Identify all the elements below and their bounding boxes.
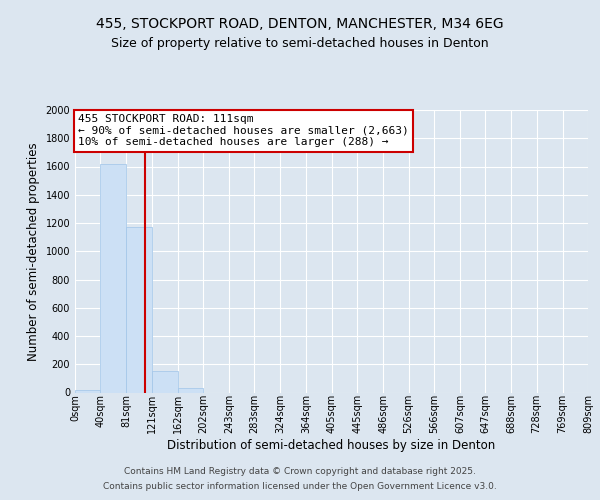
Text: Contains public sector information licensed under the Open Government Licence v3: Contains public sector information licen…	[103, 482, 497, 491]
X-axis label: Distribution of semi-detached houses by size in Denton: Distribution of semi-detached houses by …	[167, 439, 496, 452]
Bar	[178, 388, 203, 392]
Text: Contains HM Land Registry data © Crown copyright and database right 2025.: Contains HM Land Registry data © Crown c…	[124, 467, 476, 476]
Bar	[100, 164, 127, 392]
Bar	[75, 390, 100, 392]
Text: Size of property relative to semi-detached houses in Denton: Size of property relative to semi-detach…	[111, 38, 489, 51]
Y-axis label: Number of semi-detached properties: Number of semi-detached properties	[27, 142, 40, 360]
Bar	[127, 227, 152, 392]
Text: 455, STOCKPORT ROAD, DENTON, MANCHESTER, M34 6EG: 455, STOCKPORT ROAD, DENTON, MANCHESTER,…	[96, 18, 504, 32]
Bar	[152, 372, 178, 392]
Text: 455 STOCKPORT ROAD: 111sqm
← 90% of semi-detached houses are smaller (2,663)
10%: 455 STOCKPORT ROAD: 111sqm ← 90% of semi…	[78, 114, 409, 148]
